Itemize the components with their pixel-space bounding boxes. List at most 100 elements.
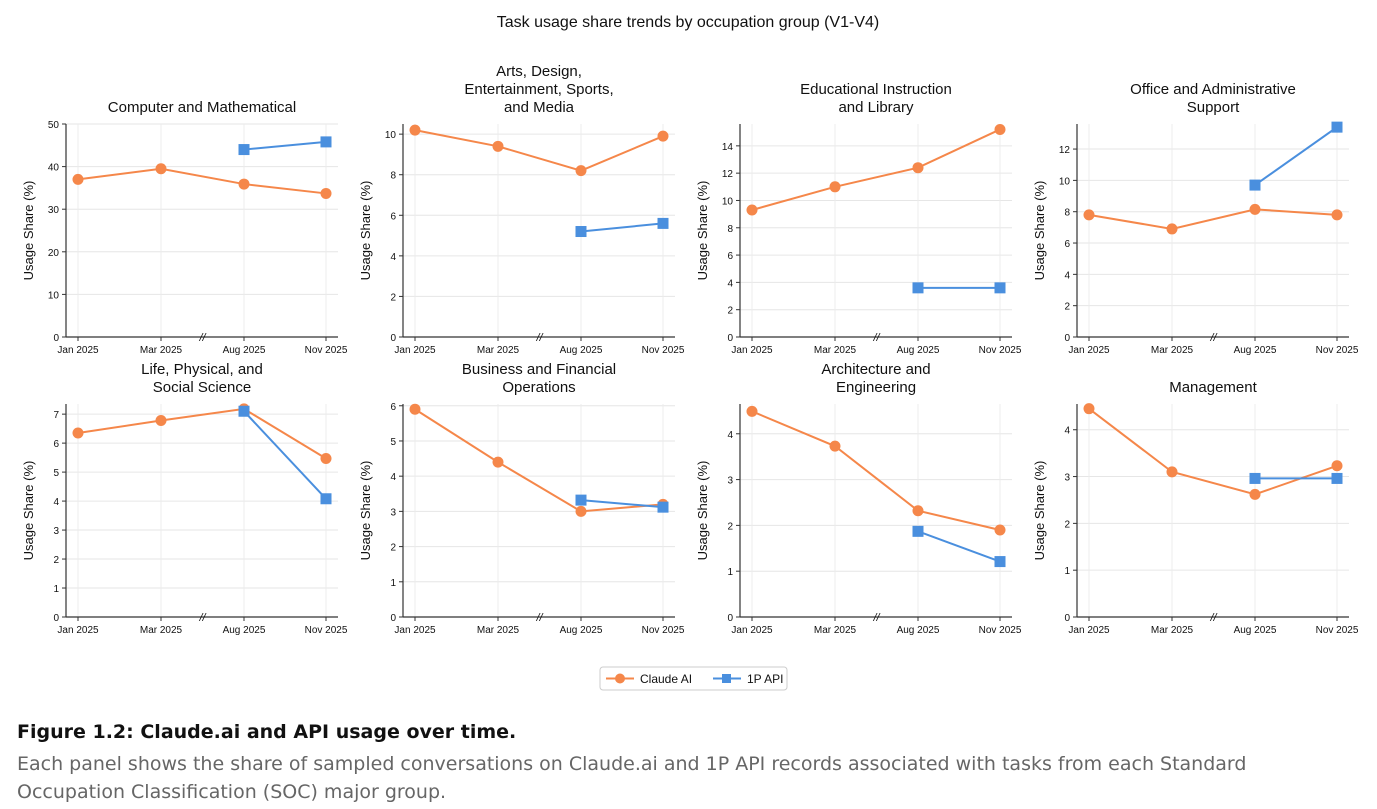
y-tick-label: 0 — [53, 613, 59, 624]
y-tick-label: 0 — [390, 613, 396, 624]
y-tick-label: 3 — [727, 476, 733, 487]
claude-data-point — [72, 427, 84, 439]
x-tick-label: Jan 2025 — [731, 625, 773, 636]
panel-7: Management 0 1 2 3 4 Jan 2025 Mar 2025 Aug 2025 N… — [1032, 379, 1359, 636]
x-tick-label: Mar 2025 — [477, 625, 520, 636]
api-data-point — [238, 405, 250, 417]
claude-data-point — [492, 456, 504, 468]
x-tick-label: Aug 2025 — [223, 625, 266, 636]
claude-data-point — [1083, 403, 1095, 415]
y-tick-label: 4 — [727, 278, 733, 289]
legend-label-claude: Claude AI — [640, 672, 692, 686]
y-tick-label: 0 — [1064, 333, 1070, 344]
y-tick-label: 3 — [1064, 473, 1070, 484]
y-axis-label: Usage Share (%) — [21, 461, 36, 561]
y-tick-label: 6 — [1064, 239, 1070, 250]
y-tick-label: 8 — [727, 224, 733, 235]
claude-series-line — [1088, 407, 1338, 496]
panel-title: Architecture and — [821, 361, 930, 378]
axis-break-mark: // — [198, 332, 206, 344]
y-tick-label: 0 — [727, 613, 733, 624]
axis-break-mark: // — [535, 332, 543, 344]
y-tick-label: 8 — [1064, 208, 1070, 219]
x-tick-label: Jan 2025 — [1068, 345, 1110, 356]
axis-break-mark: // — [872, 332, 880, 344]
panel-title: Life, Physical, and — [141, 361, 263, 378]
y-tick-label: 6 — [727, 251, 733, 262]
y-axis-label: Usage Share (%) — [358, 461, 373, 561]
x-tick-label: Mar 2025 — [140, 345, 183, 356]
claude-data-point — [409, 403, 421, 415]
claude-series-line — [77, 167, 327, 195]
y-tick-label: 4 — [53, 497, 59, 508]
x-tick-label: Jan 2025 — [394, 625, 436, 636]
x-tick-label: Mar 2025 — [814, 345, 857, 356]
api-series-line — [917, 530, 1001, 563]
y-tick-label: 4 — [727, 430, 733, 441]
x-tick-label: Jan 2025 — [394, 345, 436, 356]
api-data-point — [1331, 472, 1343, 484]
y-tick-label: 5 — [390, 437, 396, 448]
claude-data-point — [994, 123, 1006, 135]
claude-data-point — [746, 204, 758, 216]
claude-series-line — [414, 129, 664, 172]
axis-break-mark: // — [535, 612, 543, 624]
y-tick-label: 1 — [53, 584, 59, 595]
api-series-line — [580, 499, 664, 509]
claude-series-line — [77, 407, 327, 460]
api-data-point — [1331, 121, 1343, 133]
api-data-point — [575, 226, 587, 238]
y-tick-label: 2 — [390, 292, 396, 303]
y-axis-label: Usage Share (%) — [358, 181, 373, 281]
y-tick-label: 6 — [390, 211, 396, 222]
y-tick-label: 10 — [385, 130, 397, 141]
panel-1: Arts, Design,Entertainment, Sports,and M… — [358, 63, 685, 356]
x-tick-label: Nov 2025 — [305, 625, 348, 636]
api-data-point — [657, 501, 669, 513]
y-tick-label: 0 — [727, 333, 733, 344]
panel-title: Operations — [502, 379, 575, 396]
claude-series-line — [1088, 208, 1338, 230]
claude-data-point — [994, 524, 1006, 536]
y-tick-label: 2 — [1064, 519, 1070, 530]
x-tick-label: Aug 2025 — [560, 345, 603, 356]
x-tick-label: Nov 2025 — [979, 345, 1022, 356]
legend-label-api: 1P API — [747, 672, 783, 686]
y-tick-label: 2 — [53, 555, 59, 566]
panel-title: Arts, Design, — [496, 63, 582, 80]
claude-data-point — [492, 140, 504, 152]
x-tick-label: Mar 2025 — [814, 625, 857, 636]
claude-data-point — [746, 405, 758, 417]
panel-title: Management — [1169, 379, 1257, 396]
y-tick-label: 4 — [1064, 270, 1070, 281]
x-tick-label: Mar 2025 — [140, 625, 183, 636]
api-data-point — [238, 144, 250, 156]
y-tick-label: 10 — [48, 290, 60, 301]
y-axis-label: Usage Share (%) — [1032, 461, 1047, 561]
y-tick-label: 6 — [390, 402, 396, 413]
panel-title: Social Science — [153, 379, 251, 396]
chart-title: Task usage share trends by occupation gr… — [497, 14, 879, 31]
axis-break-mark: // — [198, 612, 206, 624]
y-tick-label: 7 — [53, 410, 59, 421]
x-tick-label: Mar 2025 — [1151, 625, 1194, 636]
x-tick-label: Aug 2025 — [223, 345, 266, 356]
claude-data-point — [829, 181, 841, 193]
claude-data-point — [155, 415, 167, 427]
x-tick-label: Aug 2025 — [897, 345, 940, 356]
y-tick-label: 3 — [53, 526, 59, 537]
y-tick-label: 2 — [390, 543, 396, 554]
y-tick-label: 2 — [727, 521, 733, 532]
claude-data-point — [320, 187, 332, 199]
x-tick-label: Nov 2025 — [642, 625, 685, 636]
legend-api-marker — [722, 674, 731, 683]
api-data-point — [912, 282, 924, 294]
claude-data-point — [575, 505, 587, 517]
claude-data-point — [320, 452, 332, 464]
y-tick-label: 12 — [722, 169, 734, 180]
y-tick-label: 5 — [53, 468, 59, 479]
chart-figure: Task usage share trends by occupation gr… — [21, 14, 1359, 691]
y-tick-label: 14 — [722, 142, 734, 153]
